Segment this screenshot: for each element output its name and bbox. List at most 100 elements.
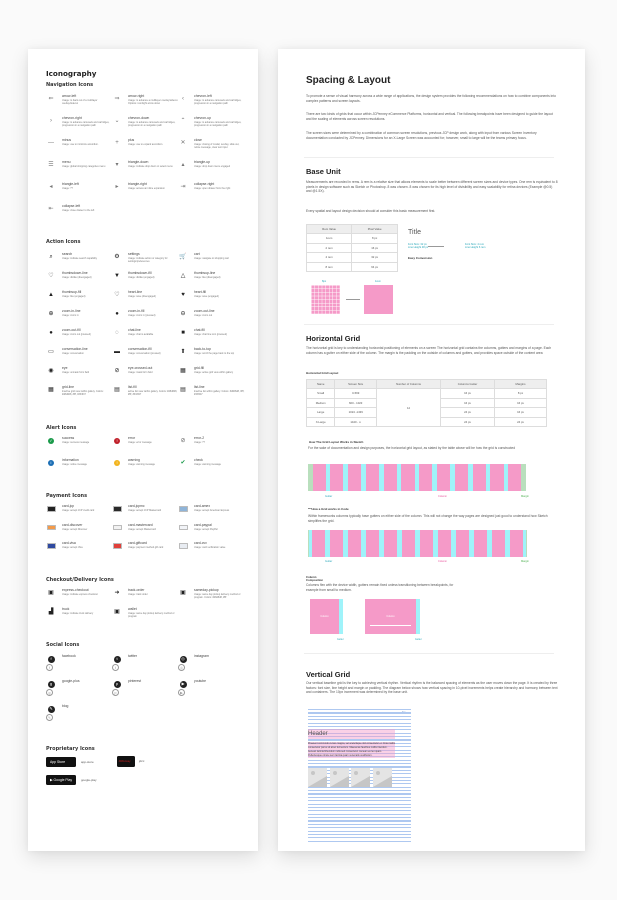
column-segment: [472, 464, 486, 491]
to-line-height: Line Height 6 rem: [465, 246, 486, 250]
card-discover-icon-shape: [46, 524, 56, 531]
gutter-segment: [396, 530, 403, 557]
icon-name: express-checkout: [62, 588, 89, 592]
icon-name: card-visa: [62, 541, 76, 545]
icon-item-collapse-left: ⇤ collapse-left Usage: close drawer to the…: [46, 204, 112, 226]
vertical-grid-body: Our vertical baseline grid is the key to…: [306, 681, 558, 695]
icon-usage: Usage: save (disengaged): [128, 295, 156, 298]
icon-name: success: [62, 436, 75, 440]
card-cvv-icon: [178, 541, 188, 551]
icon-usage: Usage: mask form field: [128, 371, 153, 374]
card-amex-icon-shape: [178, 506, 188, 512]
gutter-label: Gutter: [415, 638, 422, 641]
icon-name: list-line: [194, 385, 205, 389]
chevron-down-icon: ⌄: [114, 118, 120, 124]
base-unit-body: Measurements are recorded in rems. A rem…: [306, 180, 558, 194]
icon-usage: Usage: save (engaged): [194, 295, 219, 298]
zoom-out-fill-icon: ●: [49, 330, 53, 336]
baseline-line: [308, 820, 411, 822]
icon-name: settings: [128, 252, 140, 256]
baseline-line: [308, 810, 411, 812]
table-row: 8 rem 64 px: [305, 261, 398, 272]
icon-usage: Usage: zoom out: [194, 314, 213, 317]
column-narrow-sample: Column: [310, 599, 339, 634]
px-label: 8px: [322, 280, 327, 283]
instagram-icon: ◎: [178, 654, 188, 664]
navigation-icons-heading: Navigation Icons: [46, 82, 94, 88]
jdcc-label: jdcc: [139, 759, 145, 763]
column-segment: [365, 464, 380, 491]
baseline-line: [308, 800, 411, 802]
collapse-left-icon: ⇤: [48, 206, 54, 212]
twitter-icon-outline: t: [112, 664, 119, 671]
icon-item-plus: + plus Usage: use to expand accordion.: [112, 138, 178, 160]
icon-usage: Usage: to advance carousels and cartridg…: [194, 121, 242, 128]
flex-arrow-icon: [370, 625, 411, 626]
column-segment: [508, 464, 522, 491]
column-segment: [402, 530, 415, 557]
warning-icon: !: [112, 458, 122, 468]
icon-name: heart-fill: [194, 290, 207, 294]
icon-name: pinterest: [128, 679, 142, 683]
gutter-segment: [468, 530, 475, 557]
baseline-line: [308, 793, 411, 795]
warning-icon-shape: !: [113, 459, 121, 467]
icon-item-thumbsup-fill: ▲ thumbsup-fill Usage: like (engaged): [46, 290, 112, 312]
gutter-segment: [325, 464, 331, 491]
baseline-line: [308, 709, 411, 711]
icon-item-facebook: f facebook f: [46, 654, 112, 676]
arrow-right-icon: [428, 246, 444, 247]
icon-usage: Usage: track order: [128, 593, 148, 596]
thumbsdown-fill-icon: ▼: [114, 273, 120, 279]
icon-item-conversation-fill: ▬ conversation-fill Usage: conversation (p…: [112, 347, 178, 369]
icon-name: card-mastercard: [128, 522, 153, 527]
baseline-line: [308, 739, 411, 741]
code-grid-diagram: [308, 530, 527, 557]
horizontal-grid-body: The horizontal grid is key to understand…: [306, 346, 552, 355]
search-icon: ⌕: [49, 254, 53, 260]
icon-item-arrow-right: ⇒ arrow-right Usage: to advance a multilay…: [112, 94, 178, 116]
column-segment: [366, 530, 379, 557]
column-composition-body: Columns flex with the device width, gutt…: [306, 583, 454, 592]
table-cell: 0-599: [334, 388, 377, 399]
icon-usage: Usage: success message: [62, 441, 90, 444]
card-paypal-icon-shape: [178, 524, 188, 531]
gutter-segment: [486, 530, 493, 557]
icon-usage: Usage: card verification value: [194, 546, 226, 549]
baseline-line: [308, 803, 411, 805]
icon-item-thumbsdown-line: ♡ thumbsdown-line Usage: dislike (disengag…: [46, 271, 112, 293]
action-icons-heading: Action Icons: [46, 239, 81, 245]
icon-name: triangle-right: [128, 182, 147, 186]
back-to-top-icon: ⬆: [180, 349, 186, 355]
column-segment: [420, 530, 433, 557]
sample-image-row: [308, 768, 392, 787]
column-segment: [492, 530, 505, 557]
baseline-line: [308, 790, 411, 792]
grid-fill-icon: ▦: [180, 368, 186, 374]
icon-item-track-order: ➜ track-order Usage: track order: [112, 588, 178, 610]
social-icons-heading: Social Icons: [46, 642, 80, 648]
intro-paragraph-1: To promote a sense of visual harmony acr…: [306, 94, 556, 103]
icon-item-success: ✓ success Usage: success message: [46, 436, 112, 458]
proprietary-icons-heading: Proprietary Icons: [46, 746, 95, 752]
thumbsup-line-icon: △: [180, 273, 186, 279]
gutter-label: Gutter: [337, 638, 344, 641]
icon-usage: Inactive grid view within gallery. Color…: [62, 390, 104, 397]
icon-item-triangle-left: ◂ triangle-left Usage: ??: [46, 182, 112, 204]
google-plus-icon-outline: g: [46, 689, 53, 696]
blog-icon-filled: ✎: [47, 705, 55, 713]
icon-item-arrow-left: ⇐ arrow-left Usage: to back out of a multi…: [46, 94, 112, 116]
icon-name: chat-fill: [194, 328, 205, 332]
icon-name: conversation-fill: [128, 347, 152, 351]
icon-name: twitter: [128, 654, 138, 658]
icon-name: chevron-right: [62, 116, 82, 120]
icon-usage: Usage: zoom out (pressed): [62, 333, 91, 336]
icon-usage: Usage: ??: [194, 441, 205, 444]
table-cell: X-Large: [305, 416, 336, 427]
icon-name: zoom-in-line: [62, 309, 81, 313]
base-unit-heading: Base Unit: [306, 167, 341, 176]
triangle-left-icon: ◂: [49, 184, 53, 190]
arrow-left-icon: ⇐: [48, 96, 54, 102]
iconography-panel: Iconography Navigation Icons ⇐ arrow-left…: [28, 49, 258, 851]
icon-name: thumbsdown-line: [62, 271, 88, 275]
